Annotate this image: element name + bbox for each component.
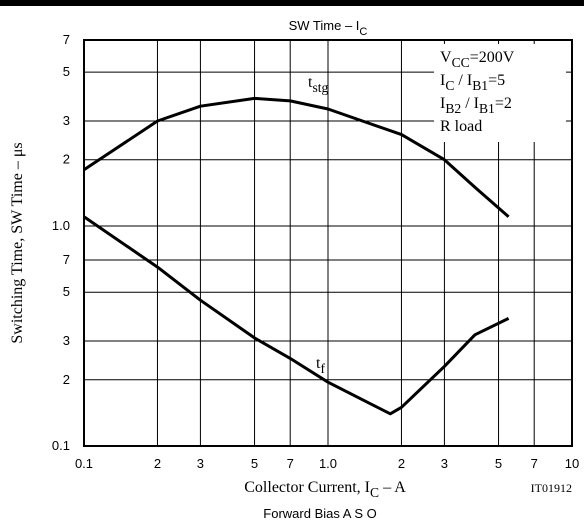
- curve-label: tf: [316, 355, 325, 376]
- x-axis-label: Collector Current, IC – A: [244, 479, 406, 500]
- y-tick-label: 3: [63, 333, 70, 348]
- y-tick-label: 3: [63, 113, 70, 128]
- curve-label: tstg: [308, 74, 329, 95]
- x-tick-label: 7: [287, 456, 294, 471]
- series-line: [83, 96, 510, 218]
- x-tick-label: 3: [197, 456, 204, 471]
- condition-line-part: I: [440, 95, 445, 112]
- figure-code: IT01912: [531, 481, 572, 495]
- curve-label-part: t: [308, 74, 313, 91]
- x-tick-label: 2: [398, 456, 405, 471]
- x-tick-label: 5: [251, 456, 258, 471]
- condition-line: VCC=200V: [440, 49, 515, 70]
- condition-line-part: =200V: [470, 49, 515, 66]
- x-tick-label: 1.0: [319, 456, 337, 471]
- x-tick-label: 7: [531, 456, 538, 471]
- conditions-box: [434, 44, 566, 142]
- x-tick-label: 3: [441, 456, 448, 471]
- condition-line-part: / I: [454, 72, 472, 89]
- condition-line: IC / IB1=5: [440, 72, 505, 93]
- y-tick-label: 2: [63, 372, 70, 387]
- x-axis-label-part: Collector Current, I: [244, 479, 370, 496]
- condition-line-sub: CC: [452, 55, 470, 70]
- x-tick-label: 5: [495, 456, 502, 471]
- condition-line-part: V: [440, 49, 452, 66]
- y-tick-label: 2: [63, 152, 70, 167]
- chart-title: SW Time – IC: [289, 18, 368, 38]
- y-tick-label: 7: [63, 252, 70, 267]
- condition-line-part: R load: [440, 118, 482, 135]
- header-bar: [0, 0, 584, 6]
- x-tick-label: 2: [154, 456, 161, 471]
- curve-label-sub: f: [320, 361, 325, 376]
- condition-line-sub: B1: [479, 101, 495, 116]
- x-axis-label-part: – A: [379, 479, 406, 496]
- y-tick-label: 0.1: [52, 438, 70, 453]
- plot-frame: [83, 39, 573, 447]
- y-tick-label: 1.0: [52, 218, 70, 233]
- y-tick-label: 5: [63, 284, 70, 299]
- y-tick-label: 5: [63, 64, 70, 79]
- y-axis-label: Switching Time, SW Time – μs: [9, 142, 26, 343]
- y-tick-label: 7: [63, 32, 70, 47]
- x-tick-label: 0.1: [75, 456, 93, 471]
- series-line: [83, 215, 510, 416]
- curve-label-part: t: [316, 355, 321, 372]
- condition-line-sub: B1: [472, 78, 488, 93]
- x-axis-label-sub: C: [370, 485, 379, 500]
- condition-line-part: I: [440, 72, 445, 89]
- footer-title: Forward Bias A S O: [263, 506, 376, 521]
- chart-title-part: SW Time – I: [289, 18, 360, 33]
- condition-line-sub: C: [445, 78, 454, 93]
- condition-line-part: / I: [461, 95, 479, 112]
- chart-title-sub: C: [359, 26, 367, 38]
- condition-line-part: =2: [495, 95, 512, 112]
- condition-line: R load: [440, 118, 482, 135]
- condition-line-sub: B2: [445, 101, 461, 116]
- condition-line: IB2 / IB1=2: [440, 95, 512, 116]
- curve-label-sub: stg: [312, 80, 328, 95]
- condition-line-part: =5: [488, 72, 505, 89]
- x-tick-label: 10: [565, 456, 579, 471]
